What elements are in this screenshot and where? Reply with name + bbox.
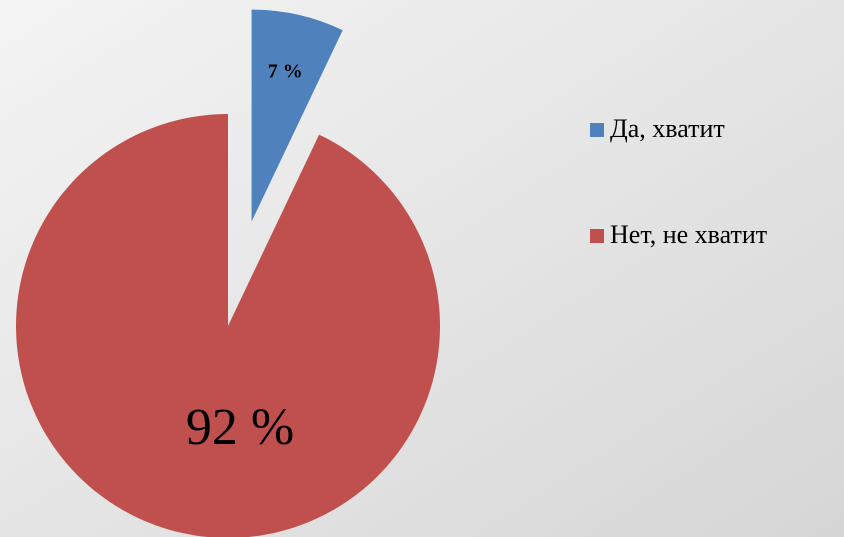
legend-swatch <box>590 123 604 137</box>
data-label: 7 % <box>268 60 303 82</box>
legend-swatch <box>590 229 604 243</box>
pie-slice <box>16 114 440 537</box>
pie-slice <box>251 9 343 222</box>
legend-label: Нет, не хватит <box>610 220 767 249</box>
data-label: 92 % <box>186 399 294 456</box>
legend-label: Да, хватит <box>610 114 725 143</box>
